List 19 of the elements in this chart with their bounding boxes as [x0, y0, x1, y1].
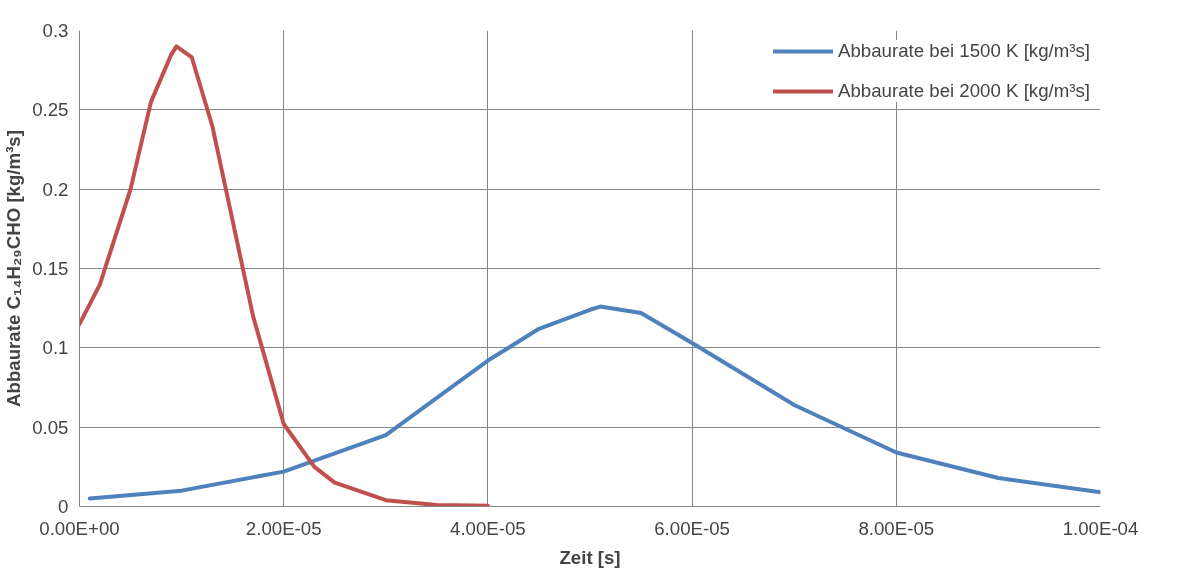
- y-axis-title: Abbaurate C₁₄H₂₉CHO [kg/m³s]: [3, 130, 25, 407]
- x-tick-label: 2.00E-05: [245, 517, 322, 539]
- y-tick-label: 0.25: [32, 99, 69, 121]
- y-tick-label: 0.1: [42, 337, 69, 359]
- line-series: [79, 44, 490, 507]
- legend-label: Abbaurate bei 2000 K [kg/m³s]: [837, 80, 1090, 102]
- x-tick-label: 8.00E-05: [858, 517, 935, 539]
- x-tick-label: 0.00E+00: [39, 517, 120, 539]
- legend-label: Abbaurate bei 1500 K [kg/m³s]: [837, 40, 1090, 62]
- y-tick-label: 0.3: [42, 20, 69, 41]
- x-tick-label: 6.00E-05: [654, 517, 730, 539]
- y-tick-label: 0.05: [32, 416, 69, 438]
- y-tick-label: 0.15: [32, 258, 69, 279]
- x-axis-title: Zeit [s]: [559, 546, 621, 568]
- y-tick-label: 0: [58, 496, 69, 517]
- x-tick-label: 4.00E-05: [450, 517, 526, 539]
- x-tick-label: 1.00E-04: [1062, 517, 1139, 539]
- line-series: [87, 304, 1101, 501]
- y-tick-label: 0.2: [42, 178, 69, 200]
